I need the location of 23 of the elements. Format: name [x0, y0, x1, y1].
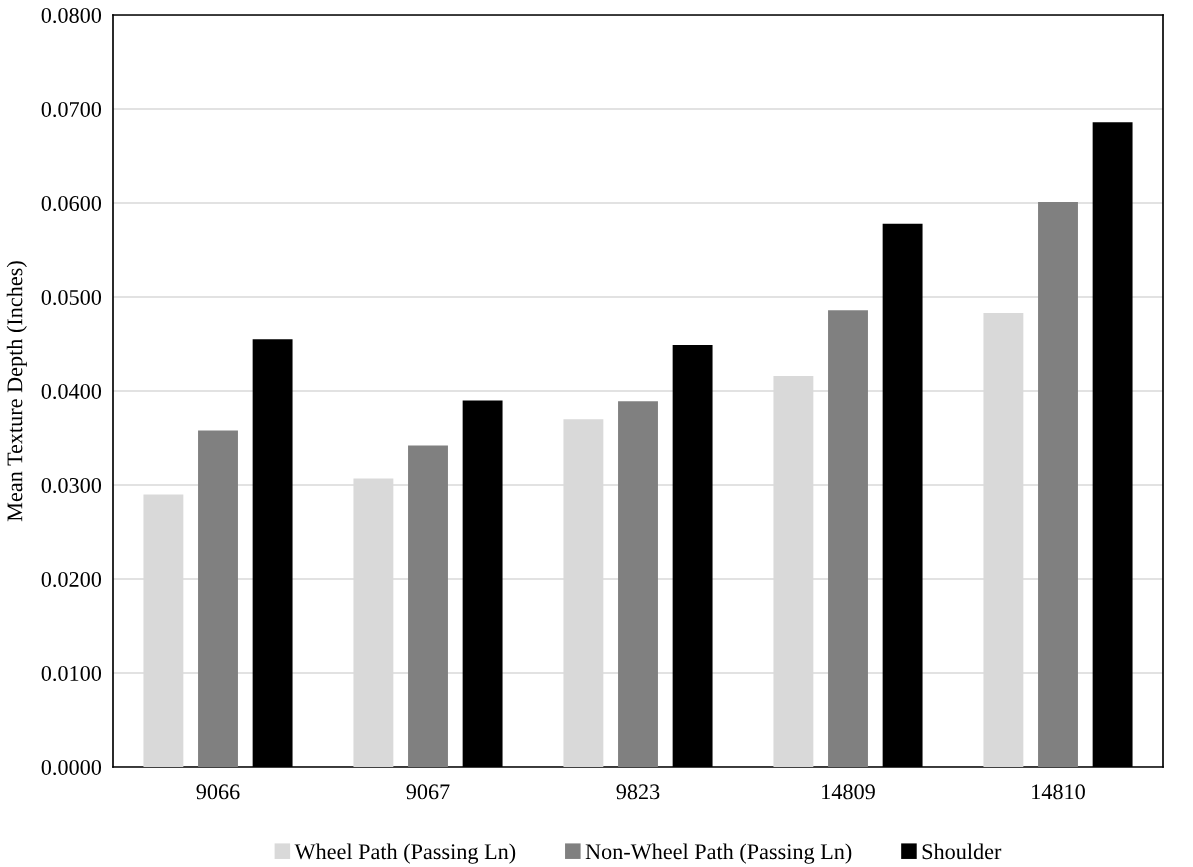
x-tick-label: 9067	[406, 784, 450, 800]
bar	[828, 310, 868, 767]
y-tick-label: 0.0500	[41, 289, 102, 306]
x-tick-label: 14810	[1032, 784, 1085, 800]
bar	[198, 430, 238, 767]
x-tick-label: 9066	[196, 784, 240, 800]
y-tick-label: 0.0000	[41, 759, 102, 776]
x-tick-label: 9823	[616, 784, 660, 800]
y-tick-label: 0.0200	[41, 571, 102, 588]
y-tick-label: 0.0100	[41, 665, 102, 682]
legend-label: Wheel Path (Passing Ln)	[294, 843, 516, 864]
y-tick-label: 0.0800	[41, 7, 102, 24]
y-tick-label: 0.0300	[41, 477, 102, 494]
legend-label: Shoulder	[922, 843, 1002, 860]
x-tick-label: 14809	[822, 784, 875, 800]
bar	[618, 401, 658, 767]
y-tick-label: 0.0600	[41, 195, 102, 212]
bar	[408, 445, 448, 767]
y-tick-label: 0.0400	[41, 383, 102, 400]
legend-label: Non-Wheel Path (Passing Ln)	[585, 843, 852, 864]
bar	[1038, 202, 1078, 767]
y-axis-title: Mean Texture Depth (Inches)	[6, 261, 27, 522]
y-tick-label: 0.0700	[41, 101, 102, 118]
